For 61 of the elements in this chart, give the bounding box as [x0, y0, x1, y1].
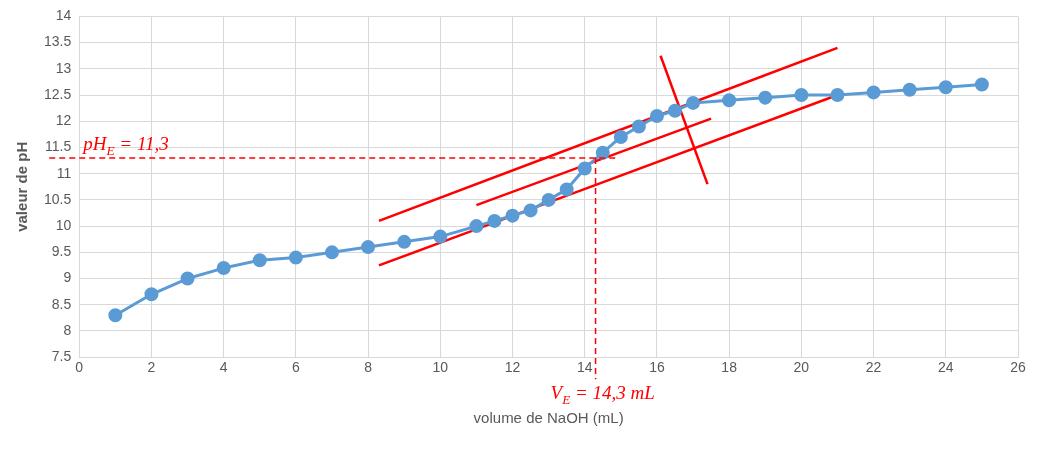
point	[559, 182, 574, 197]
y-tick-label: 10.5	[44, 190, 72, 207]
point	[649, 109, 664, 124]
point	[180, 271, 195, 286]
point	[487, 213, 502, 228]
point	[722, 93, 737, 108]
x-tick-label: 14	[576, 359, 593, 376]
x-tick-label: 10	[432, 359, 449, 376]
point	[631, 119, 646, 134]
y-tick-label: 9	[63, 269, 72, 286]
y-tick-label: 13.5	[44, 33, 72, 50]
y-tick-label: 11.5	[45, 138, 72, 155]
y-tick-label: 10	[55, 216, 72, 233]
y-tick-label: 11	[56, 164, 72, 181]
y-tick-label: 12.5	[44, 85, 72, 102]
point	[108, 308, 123, 323]
point	[794, 88, 809, 103]
x-tick-label: 6	[291, 359, 300, 376]
point	[523, 203, 538, 218]
x-tick-label: 2	[147, 359, 156, 376]
point	[324, 245, 339, 260]
x-tick-label: 8	[364, 359, 373, 376]
x-tick-label: 0	[75, 359, 84, 376]
point	[505, 208, 520, 223]
y-tick-label: 9.5	[51, 243, 72, 260]
point	[866, 85, 881, 100]
point	[830, 88, 845, 103]
x-tick-label: 4	[219, 359, 228, 376]
x-tick-label: 18	[721, 359, 738, 376]
x-tick-label: 12	[504, 359, 521, 376]
y-tick-label: 8	[63, 321, 72, 338]
y-tick-label: 14	[55, 7, 72, 24]
point	[686, 95, 701, 110]
point	[577, 161, 592, 176]
y-tick-label: 7.5	[51, 348, 72, 365]
x-tick-label: 26	[1010, 359, 1026, 376]
point	[216, 261, 231, 276]
point	[252, 253, 267, 268]
point	[667, 103, 682, 118]
point	[397, 234, 412, 249]
point	[613, 129, 628, 144]
y-axis-title: valeur de pH	[13, 141, 31, 232]
point	[938, 80, 953, 95]
x-axis-title: volume de NaOH (mL)	[473, 409, 624, 427]
point	[361, 240, 376, 255]
x-tick-label: 24	[938, 359, 954, 376]
point	[758, 90, 773, 105]
y-tick-label: 13	[55, 59, 72, 76]
x-tick-label: 20	[793, 359, 810, 376]
point	[288, 250, 303, 265]
point	[469, 219, 484, 234]
x-tick-label: 16	[649, 359, 665, 376]
x-tick-label: 22	[865, 359, 882, 376]
y-tick-label: 12	[55, 112, 72, 129]
point	[902, 82, 917, 97]
point	[541, 192, 556, 207]
point	[595, 145, 610, 160]
point	[433, 229, 448, 244]
y-tick-label: 8.5	[51, 295, 72, 312]
point	[974, 77, 989, 92]
point	[144, 287, 159, 302]
